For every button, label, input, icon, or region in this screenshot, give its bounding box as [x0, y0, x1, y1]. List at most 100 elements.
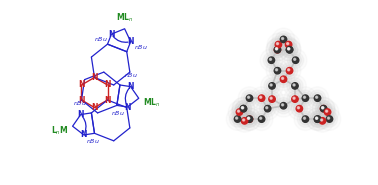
- Text: ML$_n$: ML$_n$: [116, 11, 133, 24]
- Circle shape: [297, 107, 299, 109]
- Circle shape: [278, 38, 301, 61]
- Circle shape: [270, 42, 285, 58]
- Circle shape: [254, 90, 270, 106]
- Circle shape: [287, 78, 303, 94]
- Circle shape: [326, 116, 333, 122]
- Circle shape: [263, 52, 279, 68]
- Text: N: N: [127, 37, 134, 46]
- Circle shape: [240, 105, 247, 112]
- Circle shape: [272, 44, 283, 56]
- Circle shape: [312, 113, 323, 125]
- Circle shape: [317, 115, 328, 127]
- Circle shape: [286, 46, 293, 53]
- Circle shape: [234, 106, 245, 118]
- Circle shape: [240, 105, 247, 112]
- Circle shape: [325, 110, 328, 112]
- Text: N: N: [127, 82, 134, 91]
- Circle shape: [318, 103, 329, 115]
- Circle shape: [306, 108, 329, 130]
- Circle shape: [316, 96, 318, 98]
- Circle shape: [272, 28, 295, 51]
- Circle shape: [235, 117, 238, 119]
- Circle shape: [318, 103, 329, 115]
- Circle shape: [264, 91, 280, 107]
- Circle shape: [321, 119, 322, 121]
- Circle shape: [316, 101, 332, 117]
- Circle shape: [270, 63, 285, 79]
- Circle shape: [269, 83, 275, 89]
- Circle shape: [258, 116, 265, 122]
- Circle shape: [316, 117, 318, 119]
- Circle shape: [270, 84, 272, 86]
- Circle shape: [266, 80, 278, 92]
- Circle shape: [322, 107, 324, 109]
- Circle shape: [233, 110, 256, 132]
- Circle shape: [272, 44, 283, 56]
- Circle shape: [316, 101, 339, 123]
- Circle shape: [278, 73, 289, 85]
- Circle shape: [274, 68, 281, 74]
- Circle shape: [322, 107, 324, 109]
- Circle shape: [242, 107, 243, 109]
- Circle shape: [310, 111, 325, 127]
- Circle shape: [304, 96, 305, 98]
- Circle shape: [285, 41, 292, 48]
- Circle shape: [232, 97, 255, 120]
- Circle shape: [269, 96, 275, 102]
- Circle shape: [286, 68, 293, 74]
- Circle shape: [290, 54, 301, 66]
- Text: N: N: [108, 30, 115, 39]
- Circle shape: [246, 116, 253, 122]
- Circle shape: [226, 108, 249, 130]
- Circle shape: [266, 93, 278, 105]
- Text: $n$Bu: $n$Bu: [73, 99, 87, 107]
- Circle shape: [238, 108, 261, 130]
- Circle shape: [276, 69, 277, 71]
- Circle shape: [288, 97, 311, 120]
- Circle shape: [288, 48, 290, 50]
- Circle shape: [261, 88, 284, 110]
- Circle shape: [280, 36, 287, 43]
- Circle shape: [314, 113, 330, 129]
- Circle shape: [270, 36, 287, 53]
- Circle shape: [312, 97, 335, 120]
- Circle shape: [265, 105, 271, 112]
- Circle shape: [320, 105, 327, 112]
- Circle shape: [316, 117, 318, 119]
- Circle shape: [316, 101, 332, 117]
- Circle shape: [261, 75, 284, 97]
- Circle shape: [284, 88, 306, 110]
- Circle shape: [235, 101, 251, 117]
- Circle shape: [254, 111, 270, 127]
- Circle shape: [231, 104, 248, 120]
- Circle shape: [286, 46, 293, 53]
- Circle shape: [270, 58, 271, 60]
- Circle shape: [321, 111, 338, 127]
- Circle shape: [266, 107, 268, 109]
- Circle shape: [258, 95, 265, 101]
- Circle shape: [278, 34, 289, 45]
- Circle shape: [284, 44, 295, 56]
- Circle shape: [300, 113, 311, 125]
- Circle shape: [282, 63, 297, 79]
- Circle shape: [288, 52, 304, 68]
- Circle shape: [266, 38, 289, 61]
- Circle shape: [310, 111, 325, 127]
- Text: N: N: [124, 102, 131, 112]
- Circle shape: [278, 59, 301, 82]
- Circle shape: [314, 116, 321, 122]
- Circle shape: [312, 92, 323, 104]
- Circle shape: [228, 101, 251, 123]
- Circle shape: [312, 113, 323, 125]
- Circle shape: [318, 108, 341, 130]
- Text: N: N: [78, 80, 85, 90]
- Circle shape: [297, 90, 313, 106]
- Circle shape: [270, 42, 285, 58]
- Circle shape: [238, 103, 249, 115]
- Circle shape: [282, 104, 284, 106]
- Circle shape: [273, 39, 284, 50]
- Circle shape: [280, 102, 287, 109]
- Circle shape: [312, 97, 335, 120]
- Circle shape: [284, 65, 295, 77]
- Circle shape: [282, 42, 297, 58]
